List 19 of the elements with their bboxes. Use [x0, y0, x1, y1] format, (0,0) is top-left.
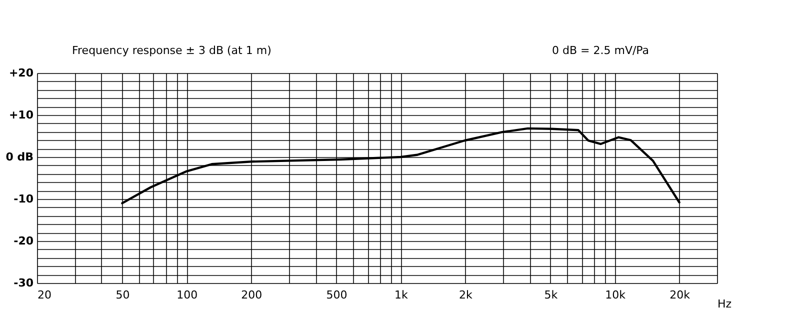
y-tick-label: -20: [14, 234, 34, 248]
text: 0 dB = 2.5 mV/Pa: [552, 44, 650, 57]
x-tick-label: 100: [176, 288, 198, 302]
y-tick-label: 0 dB: [6, 150, 34, 164]
x-tick-label: 5k: [544, 288, 558, 302]
x-tick-label: 1k: [394, 288, 409, 302]
x-tick-label: 20: [38, 288, 52, 302]
y-tick-label: +20: [8, 66, 34, 80]
x-axis-title: Hz: [717, 298, 732, 310]
y-tick-label: -10: [14, 192, 34, 206]
y-tick-label: -30: [14, 276, 34, 290]
x-tick-label: 200: [241, 288, 262, 302]
chart-title: Frequency response ± 3 dB (at 1 m): [72, 44, 272, 57]
x-tick-label: 500: [326, 288, 348, 302]
x-tick-label: 20k: [670, 288, 691, 302]
x-tick-label: 10k: [605, 288, 626, 302]
x-tick-label: 2k: [459, 288, 474, 302]
y-tick-label: +10: [8, 108, 34, 122]
x-tick-label: 50: [116, 288, 130, 302]
